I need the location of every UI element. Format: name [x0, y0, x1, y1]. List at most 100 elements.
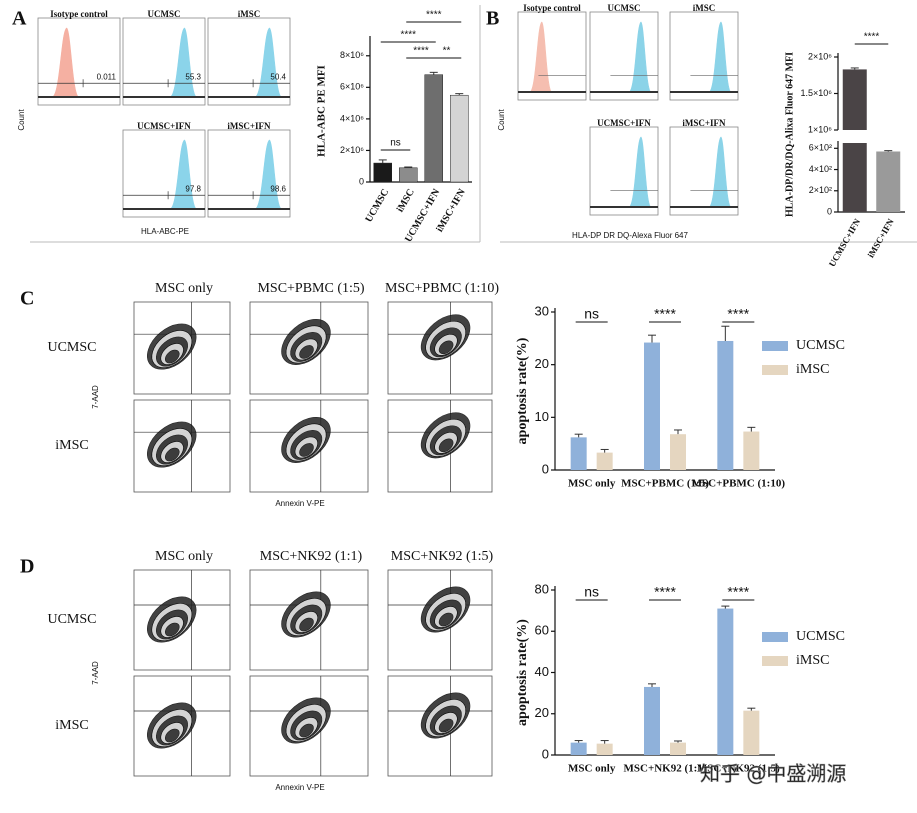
histogram-frame — [37, 17, 121, 106]
histogram-peak — [628, 136, 652, 208]
y-axis-label: HLA-DP/DR/DQ-Alixa Fluor 647 MFI — [784, 52, 795, 217]
bar — [717, 608, 734, 755]
y-tick-label: 60 — [535, 623, 549, 638]
significance-label: **** — [654, 306, 676, 322]
y-tick-label: 10 — [535, 409, 549, 424]
panel-letter: C — [20, 288, 34, 310]
histogram-peak — [51, 27, 80, 98]
y-tick-label: 4×10² — [809, 164, 832, 174]
panel-letter: B — [486, 8, 499, 30]
histogram-peak — [529, 21, 553, 93]
significance-label: ns — [584, 584, 599, 600]
bar — [743, 431, 760, 470]
bar — [670, 742, 686, 755]
histogram-title: iMSC — [693, 3, 716, 13]
histogram-title: Isotype control — [523, 3, 581, 13]
legend-label: iMSC — [796, 362, 829, 377]
bar — [670, 434, 686, 470]
significance-label: **** — [864, 32, 880, 43]
contour — [164, 622, 180, 637]
y-axis-label: Count — [497, 109, 506, 131]
contour — [299, 345, 314, 359]
contour — [438, 438, 454, 453]
y-tick-label: 20 — [535, 705, 549, 720]
contour — [299, 617, 314, 632]
significance-label: **** — [727, 306, 749, 322]
contour — [299, 723, 314, 738]
legend-swatch — [762, 632, 788, 642]
column-title: MSC+NK92 (1:1) — [260, 549, 363, 564]
legend-swatch — [762, 365, 788, 375]
x-axis-label: Annexin V-PE — [275, 499, 324, 508]
bar — [842, 143, 867, 212]
y-axis-label: 7-AAD — [91, 385, 100, 409]
y-tick-label: 0 — [542, 746, 549, 761]
x-axis-label: HLA-ABC-PE — [141, 227, 189, 236]
y-axis-label: apoptosis rate(%) — [515, 337, 530, 444]
y-tick-label: 80 — [535, 581, 549, 596]
contour — [438, 718, 454, 733]
y-axis-label: 7-AAD — [91, 661, 100, 685]
bar — [424, 74, 443, 183]
histogram-title: Isotype control — [50, 9, 108, 19]
significance-label: ns — [584, 306, 599, 322]
bar — [570, 437, 587, 470]
panel-letter: A — [12, 8, 27, 30]
watermark: 知乎 @中盛溯源 — [700, 762, 846, 786]
bar — [596, 743, 613, 755]
bar — [644, 342, 660, 470]
histogram-title: UCMSC+IFN — [597, 118, 651, 128]
histogram-peak — [708, 136, 732, 208]
column-title: MSC only — [155, 549, 213, 564]
row-label: iMSC — [55, 438, 88, 453]
y-tick-label: 4×10⁶ — [340, 113, 364, 123]
histogram-peak — [169, 139, 198, 210]
histogram-peak — [169, 27, 198, 98]
contour — [299, 443, 314, 457]
y-tick-label: 2×10² — [809, 185, 832, 195]
y-tick-label: 1.5×10⁶ — [801, 88, 833, 98]
y-tick-label: 6×10⁶ — [340, 82, 364, 92]
x-tick-label: MSC+PBMC (1:5) — [621, 478, 709, 490]
y-tick-label: 30 — [535, 303, 549, 318]
y-tick-label: 1×10⁶ — [808, 124, 832, 134]
histogram-peak — [708, 21, 732, 93]
histogram-frame — [589, 11, 659, 101]
gate-value: 97.8 — [185, 184, 201, 193]
y-tick-label: 2×10⁶ — [808, 51, 832, 61]
legend-label: iMSC — [796, 653, 829, 668]
x-tick-label: MSC+NK92 (1:5) — [697, 763, 780, 775]
y-tick-label: 40 — [535, 664, 549, 679]
bar — [644, 686, 660, 755]
row-label: UCMSC — [47, 612, 96, 627]
bar — [373, 162, 392, 183]
histogram-frame — [517, 11, 587, 101]
column-title: MSC+PBMC (1:10) — [385, 281, 499, 296]
histogram-peak — [628, 21, 652, 93]
histogram-title: UCMSC — [148, 9, 181, 19]
x-tick-label: MSC+NK92 (1:1) — [624, 763, 707, 775]
legend-label: UCMSC — [796, 629, 845, 644]
significance-label: **** — [654, 584, 676, 600]
contour — [164, 349, 180, 364]
x-tick-label: MSC only — [568, 478, 616, 490]
y-tick-label: 20 — [535, 356, 549, 371]
column-title: MSC only — [155, 281, 213, 296]
histogram-title: UCMSC+IFN — [137, 121, 191, 131]
contour — [164, 728, 180, 743]
bar — [876, 151, 901, 212]
histogram-title: iMSC+IFN — [227, 121, 271, 131]
histogram-title: iMSC — [238, 9, 261, 19]
legend-swatch — [762, 656, 788, 666]
contour — [438, 612, 454, 627]
x-tick-label: MSC only — [568, 763, 616, 775]
significance-label: **** — [727, 584, 749, 600]
histogram-title: iMSC+IFN — [682, 118, 726, 128]
significance-label: ** — [443, 46, 451, 57]
panel-letter: D — [20, 556, 34, 578]
bar — [596, 452, 613, 470]
row-label: iMSC — [55, 718, 88, 733]
bar — [743, 710, 760, 755]
gate-value: 50.4 — [270, 72, 286, 81]
